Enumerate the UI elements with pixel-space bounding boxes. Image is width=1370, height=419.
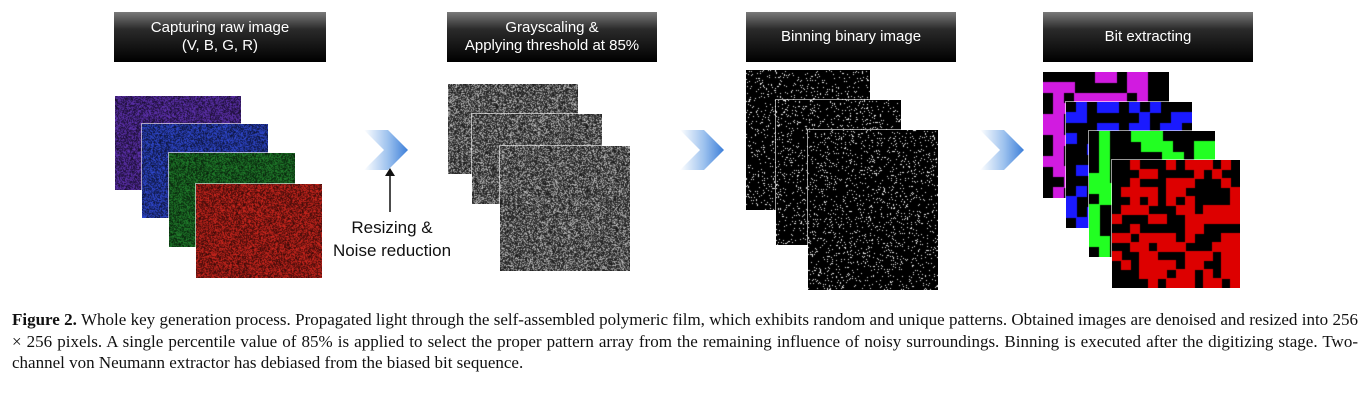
stage-label-bit-extracting: Bit extracting	[1043, 12, 1253, 62]
bit-grid-red	[1112, 160, 1240, 288]
stage-label-line: Binning binary image	[780, 28, 922, 45]
stage-label-line: Capturing raw image	[150, 19, 290, 36]
stage-label-line: (V, B, G, R)	[181, 37, 259, 54]
figure-caption: Figure 2. Whole key generation process. …	[12, 309, 1358, 374]
annotation-line: Noise reduction	[332, 241, 452, 260]
figure-label: Figure 2.	[12, 310, 77, 329]
raw-image-red	[196, 184, 322, 278]
chevron-right-icon	[362, 128, 410, 172]
binary-image	[808, 130, 938, 290]
stage-label-capturing: Capturing raw image (V, B, G, R)	[114, 12, 326, 62]
arrow-up-icon	[384, 168, 396, 217]
chevron-right-icon	[978, 128, 1026, 172]
stage-label-line: Applying threshold at 85%	[464, 37, 640, 54]
stage-label-line: Grayscaling &	[505, 19, 599, 36]
stage-label-binning: Binning binary image	[746, 12, 956, 62]
resizing-annotation: Resizing & Noise reduction	[322, 216, 462, 262]
caption-text: Whole key generation process. Propagated…	[12, 310, 1358, 372]
grayscale-image	[500, 146, 630, 271]
annotation-line: Resizing &	[351, 218, 433, 237]
chevron-right-icon	[678, 128, 726, 172]
stage-label-grayscaling: Grayscaling & Applying threshold at 85%	[447, 12, 657, 62]
stage-label-line: Bit extracting	[1104, 28, 1192, 45]
